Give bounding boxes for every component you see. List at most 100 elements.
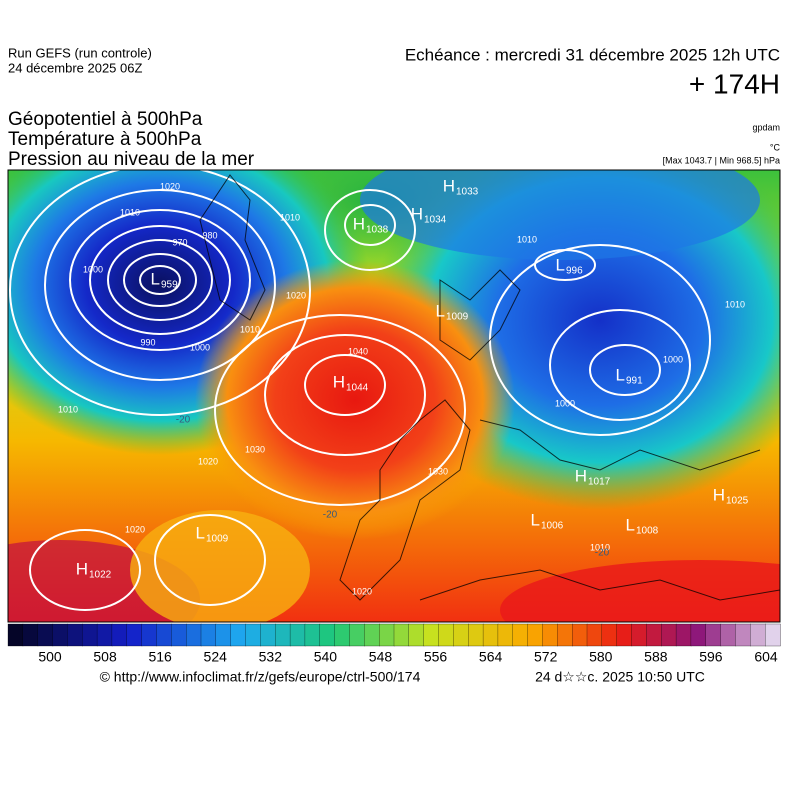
colorbar-cell [408, 623, 425, 647]
colorbar-cell [765, 623, 781, 647]
colorbar-cell [7, 623, 24, 647]
colorbar-cell [572, 623, 588, 647]
colorbar-cell [661, 623, 677, 647]
colorbar-cell [512, 623, 529, 647]
colorbar-cell [260, 623, 276, 647]
colorbar-cell [750, 623, 766, 647]
colorbar-cell [720, 623, 737, 647]
run-date: 24 décembre 2025 06Z [8, 60, 142, 75]
colorbar-cell [141, 623, 158, 647]
center-value: 1022 [89, 570, 112, 581]
isobar-label: 1020 [352, 586, 372, 596]
isobar-label: 990 [140, 337, 155, 347]
temperature-label: -20 [323, 510, 338, 521]
center-value: 1044 [346, 383, 369, 394]
colorbar-label: 588 [644, 649, 668, 665]
colorbar-cell [171, 623, 187, 647]
colorbar-label: 604 [754, 649, 778, 665]
pressure-range: [Max 1043.7 | Min 968.5] hPa [663, 155, 780, 165]
center-value: 1008 [636, 526, 659, 537]
colorbar-label: 500 [38, 649, 62, 665]
colorbar-cell [156, 623, 172, 647]
isobar-label: 1030 [245, 444, 265, 454]
isobar-label: 1040 [348, 346, 368, 356]
run-label: Run GEFS (run controle) [8, 45, 152, 60]
colorbar-cell [289, 623, 306, 647]
field-label: Pression au niveau de la mer [8, 149, 255, 170]
center-type: L [556, 255, 565, 274]
colorbar-cell [319, 623, 336, 647]
isobar-label: 1020 [198, 456, 218, 466]
isobar-label: 1020 [160, 181, 180, 191]
colorbar-cell [601, 623, 618, 647]
colorbar-label: 532 [259, 649, 283, 665]
temperature-label: -20 [176, 415, 191, 426]
footer-timestamp: 24 d☆☆c. 2025 10:50 UTC [535, 669, 705, 685]
center-value: 996 [566, 266, 583, 277]
isobar-label: 1020 [286, 290, 306, 300]
isobar-label: 1010 [120, 207, 140, 217]
colorbar-cell [616, 623, 633, 647]
isobar-label: 1010 [590, 542, 610, 552]
center-type: L [436, 301, 445, 320]
colorbar-label: 564 [479, 649, 503, 665]
isobar-label: 1010 [58, 404, 78, 414]
center-value: 991 [626, 376, 643, 387]
map-field [8, 170, 780, 622]
colorbar-label: 572 [534, 649, 558, 665]
colorbar-cell [334, 623, 351, 647]
isobar-label: 980 [202, 230, 217, 240]
isobar-label: 1000 [83, 264, 103, 274]
colorbar-cell [37, 623, 54, 647]
lead-time: + 174H [689, 68, 780, 99]
center-value: 1009 [206, 534, 229, 545]
colorbar-cell [52, 623, 69, 647]
colorbar-label: 580 [589, 649, 613, 665]
center-type: L [151, 269, 160, 288]
colorbar-cell [690, 623, 707, 647]
colorbar-cell [675, 623, 692, 647]
colorbar-label: 540 [314, 649, 338, 665]
field-label: Géopotentiel à 500hPa [8, 109, 203, 130]
colorbar-cell [438, 623, 455, 647]
center-type: L [626, 515, 635, 534]
center-value: 1006 [541, 521, 564, 532]
center-type: H [353, 214, 365, 233]
colorbar-cell [22, 623, 39, 647]
colorbar-cell [482, 623, 499, 647]
colorbar-cell [304, 623, 321, 647]
isobar-label: 1000 [190, 342, 210, 352]
colorbar-cell [586, 623, 603, 647]
colorbar-cell [497, 623, 514, 647]
colorbar-cell [200, 623, 217, 647]
colorbar-cell [423, 623, 440, 647]
center-type: H [76, 559, 88, 578]
colorbar-cell [111, 623, 128, 647]
colorbar-cell [379, 623, 395, 647]
colorbar-cell [542, 623, 558, 647]
center-type: H [713, 485, 725, 504]
isobar-label: 1000 [555, 398, 575, 408]
colorbar-cell [646, 623, 662, 647]
center-type: L [531, 510, 540, 529]
isobar-label: 1010 [725, 299, 745, 309]
center-value: 1025 [726, 496, 749, 507]
colorbar-label: 548 [369, 649, 393, 665]
colorbar-cell [275, 623, 291, 647]
center-value: 1034 [424, 215, 447, 226]
isobar-label: 1010 [240, 324, 260, 334]
center-value: 1017 [588, 477, 611, 488]
colorbar-label: 516 [148, 649, 172, 665]
colorbar-cell [126, 623, 143, 647]
center-type: H [575, 466, 587, 485]
footer-url: © http://www.infoclimat.fr/z/gefs/europe… [100, 669, 421, 685]
colorbar-cell [349, 623, 365, 647]
unit: °C [770, 142, 781, 152]
colorbar-cell [735, 623, 751, 647]
colorbar-cell [705, 623, 722, 647]
colorbar-label: 508 [93, 649, 117, 665]
colorbar-cell [364, 623, 380, 647]
isobar-label: 970 [172, 237, 187, 247]
